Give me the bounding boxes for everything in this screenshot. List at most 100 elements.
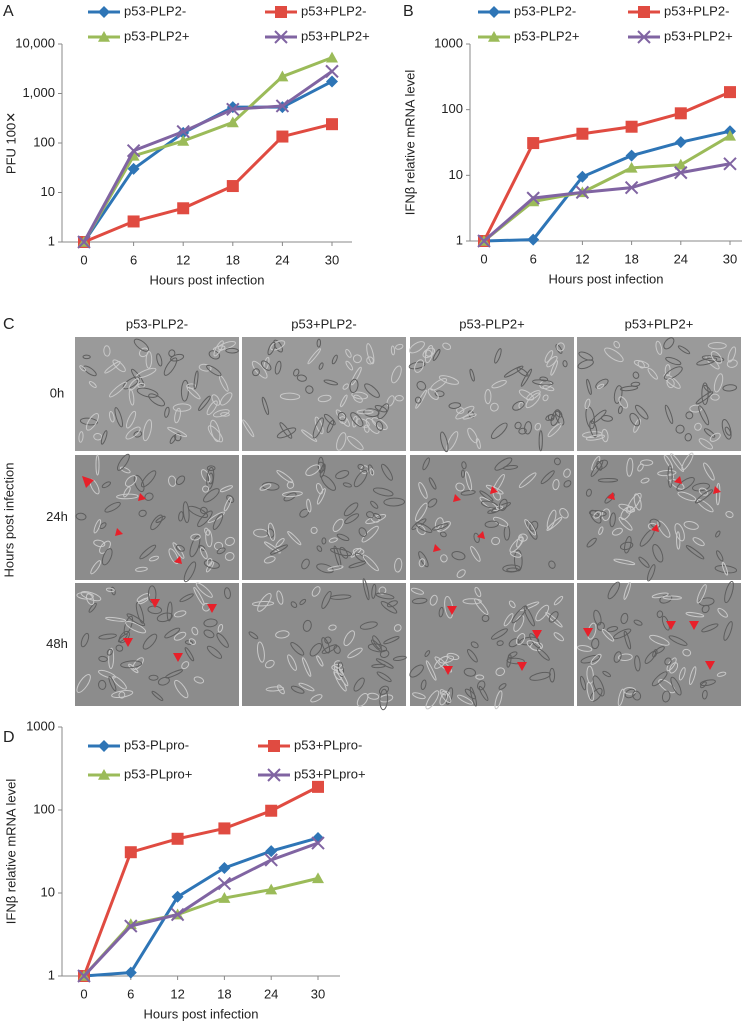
- cell: [362, 578, 370, 601]
- cell: [512, 400, 525, 411]
- cell: [333, 665, 344, 676]
- cell: [724, 426, 732, 436]
- cell: [601, 508, 611, 522]
- cell: [715, 530, 721, 538]
- legend-label: p53+PLP2-: [301, 3, 366, 18]
- micrograph: [75, 582, 239, 706]
- arrow: [138, 493, 146, 501]
- cell: [629, 412, 641, 427]
- x-tick-label: 6: [127, 986, 134, 1001]
- cell: [329, 594, 352, 600]
- legend-marker: [98, 31, 110, 42]
- cell: [432, 348, 441, 361]
- data-point: [674, 165, 688, 180]
- cell: [493, 516, 509, 527]
- cell: [100, 430, 108, 445]
- cell: [547, 413, 555, 421]
- x-axis-title: Hours post infection: [549, 271, 664, 286]
- cell: [248, 631, 259, 640]
- legend-marker: [488, 6, 500, 18]
- micrograph: [242, 337, 406, 451]
- cell: [620, 506, 632, 520]
- cell: [540, 470, 555, 485]
- cell: [128, 388, 135, 406]
- cell: [703, 428, 716, 438]
- cell: [259, 483, 272, 491]
- cell: [101, 481, 112, 489]
- cell: [547, 423, 562, 438]
- legend-label: p53-PLP2-: [124, 3, 186, 18]
- cell: [270, 544, 288, 555]
- cell: [506, 567, 520, 573]
- cell: [620, 612, 629, 625]
- cell: [136, 593, 150, 603]
- series-line: [482, 90, 731, 242]
- cell: [299, 598, 307, 606]
- cell: [174, 432, 182, 442]
- cell: [167, 426, 188, 438]
- cell: [335, 470, 350, 480]
- cell: [684, 433, 692, 442]
- cell: [613, 558, 636, 566]
- cell: [677, 345, 691, 355]
- cell: [203, 559, 220, 569]
- cell: [333, 645, 341, 654]
- cell: [613, 628, 632, 640]
- data-point: [311, 836, 325, 850]
- cell: [632, 371, 640, 379]
- data-point: [275, 99, 290, 113]
- cell: [585, 488, 592, 497]
- micrograph: [577, 452, 741, 582]
- data-point: [674, 107, 687, 120]
- cell: [640, 477, 650, 484]
- cell: [225, 347, 239, 354]
- cell: [424, 650, 431, 657]
- cell: [206, 557, 213, 567]
- cell: [324, 636, 332, 644]
- column-label: p53+PLP2+: [625, 316, 694, 331]
- cell: [640, 459, 654, 466]
- cell: [375, 658, 394, 669]
- cell: [353, 677, 365, 692]
- arrow: [651, 524, 659, 532]
- cell: [727, 346, 737, 363]
- cell: [422, 457, 430, 471]
- cell: [477, 680, 486, 691]
- cell: [206, 400, 218, 416]
- y-axis-title: Hours post infection: [1, 463, 16, 578]
- arrow: [517, 662, 527, 671]
- cell: [481, 614, 490, 623]
- cell: [508, 600, 516, 609]
- cell: [378, 586, 387, 595]
- cell: [383, 497, 405, 507]
- cell: [683, 521, 699, 530]
- x-tick-label: 18: [226, 252, 240, 267]
- data-point: [218, 862, 231, 875]
- cell: [484, 388, 492, 405]
- cell: [609, 512, 616, 528]
- micrograph: [242, 578, 407, 711]
- cell: [276, 427, 297, 439]
- data-point: [575, 185, 590, 200]
- arrow: [433, 544, 441, 552]
- y-tick-label: 100: [33, 134, 55, 149]
- cell: [342, 383, 349, 390]
- cell: [170, 353, 185, 362]
- cell: [438, 606, 444, 618]
- cell: [155, 515, 166, 523]
- cell: [470, 641, 479, 649]
- series-line: [83, 122, 333, 244]
- cell: [321, 475, 336, 491]
- cell: [371, 663, 386, 669]
- cell: [552, 479, 560, 491]
- cell: [511, 605, 528, 624]
- cell: [518, 472, 537, 489]
- cell: [717, 607, 728, 618]
- data-point: [723, 157, 737, 171]
- x-tick-label: 30: [311, 986, 325, 1001]
- cell: [168, 349, 176, 358]
- cell: [446, 652, 460, 661]
- arrow: [207, 604, 217, 613]
- cell: [416, 525, 426, 536]
- cell: [675, 424, 685, 434]
